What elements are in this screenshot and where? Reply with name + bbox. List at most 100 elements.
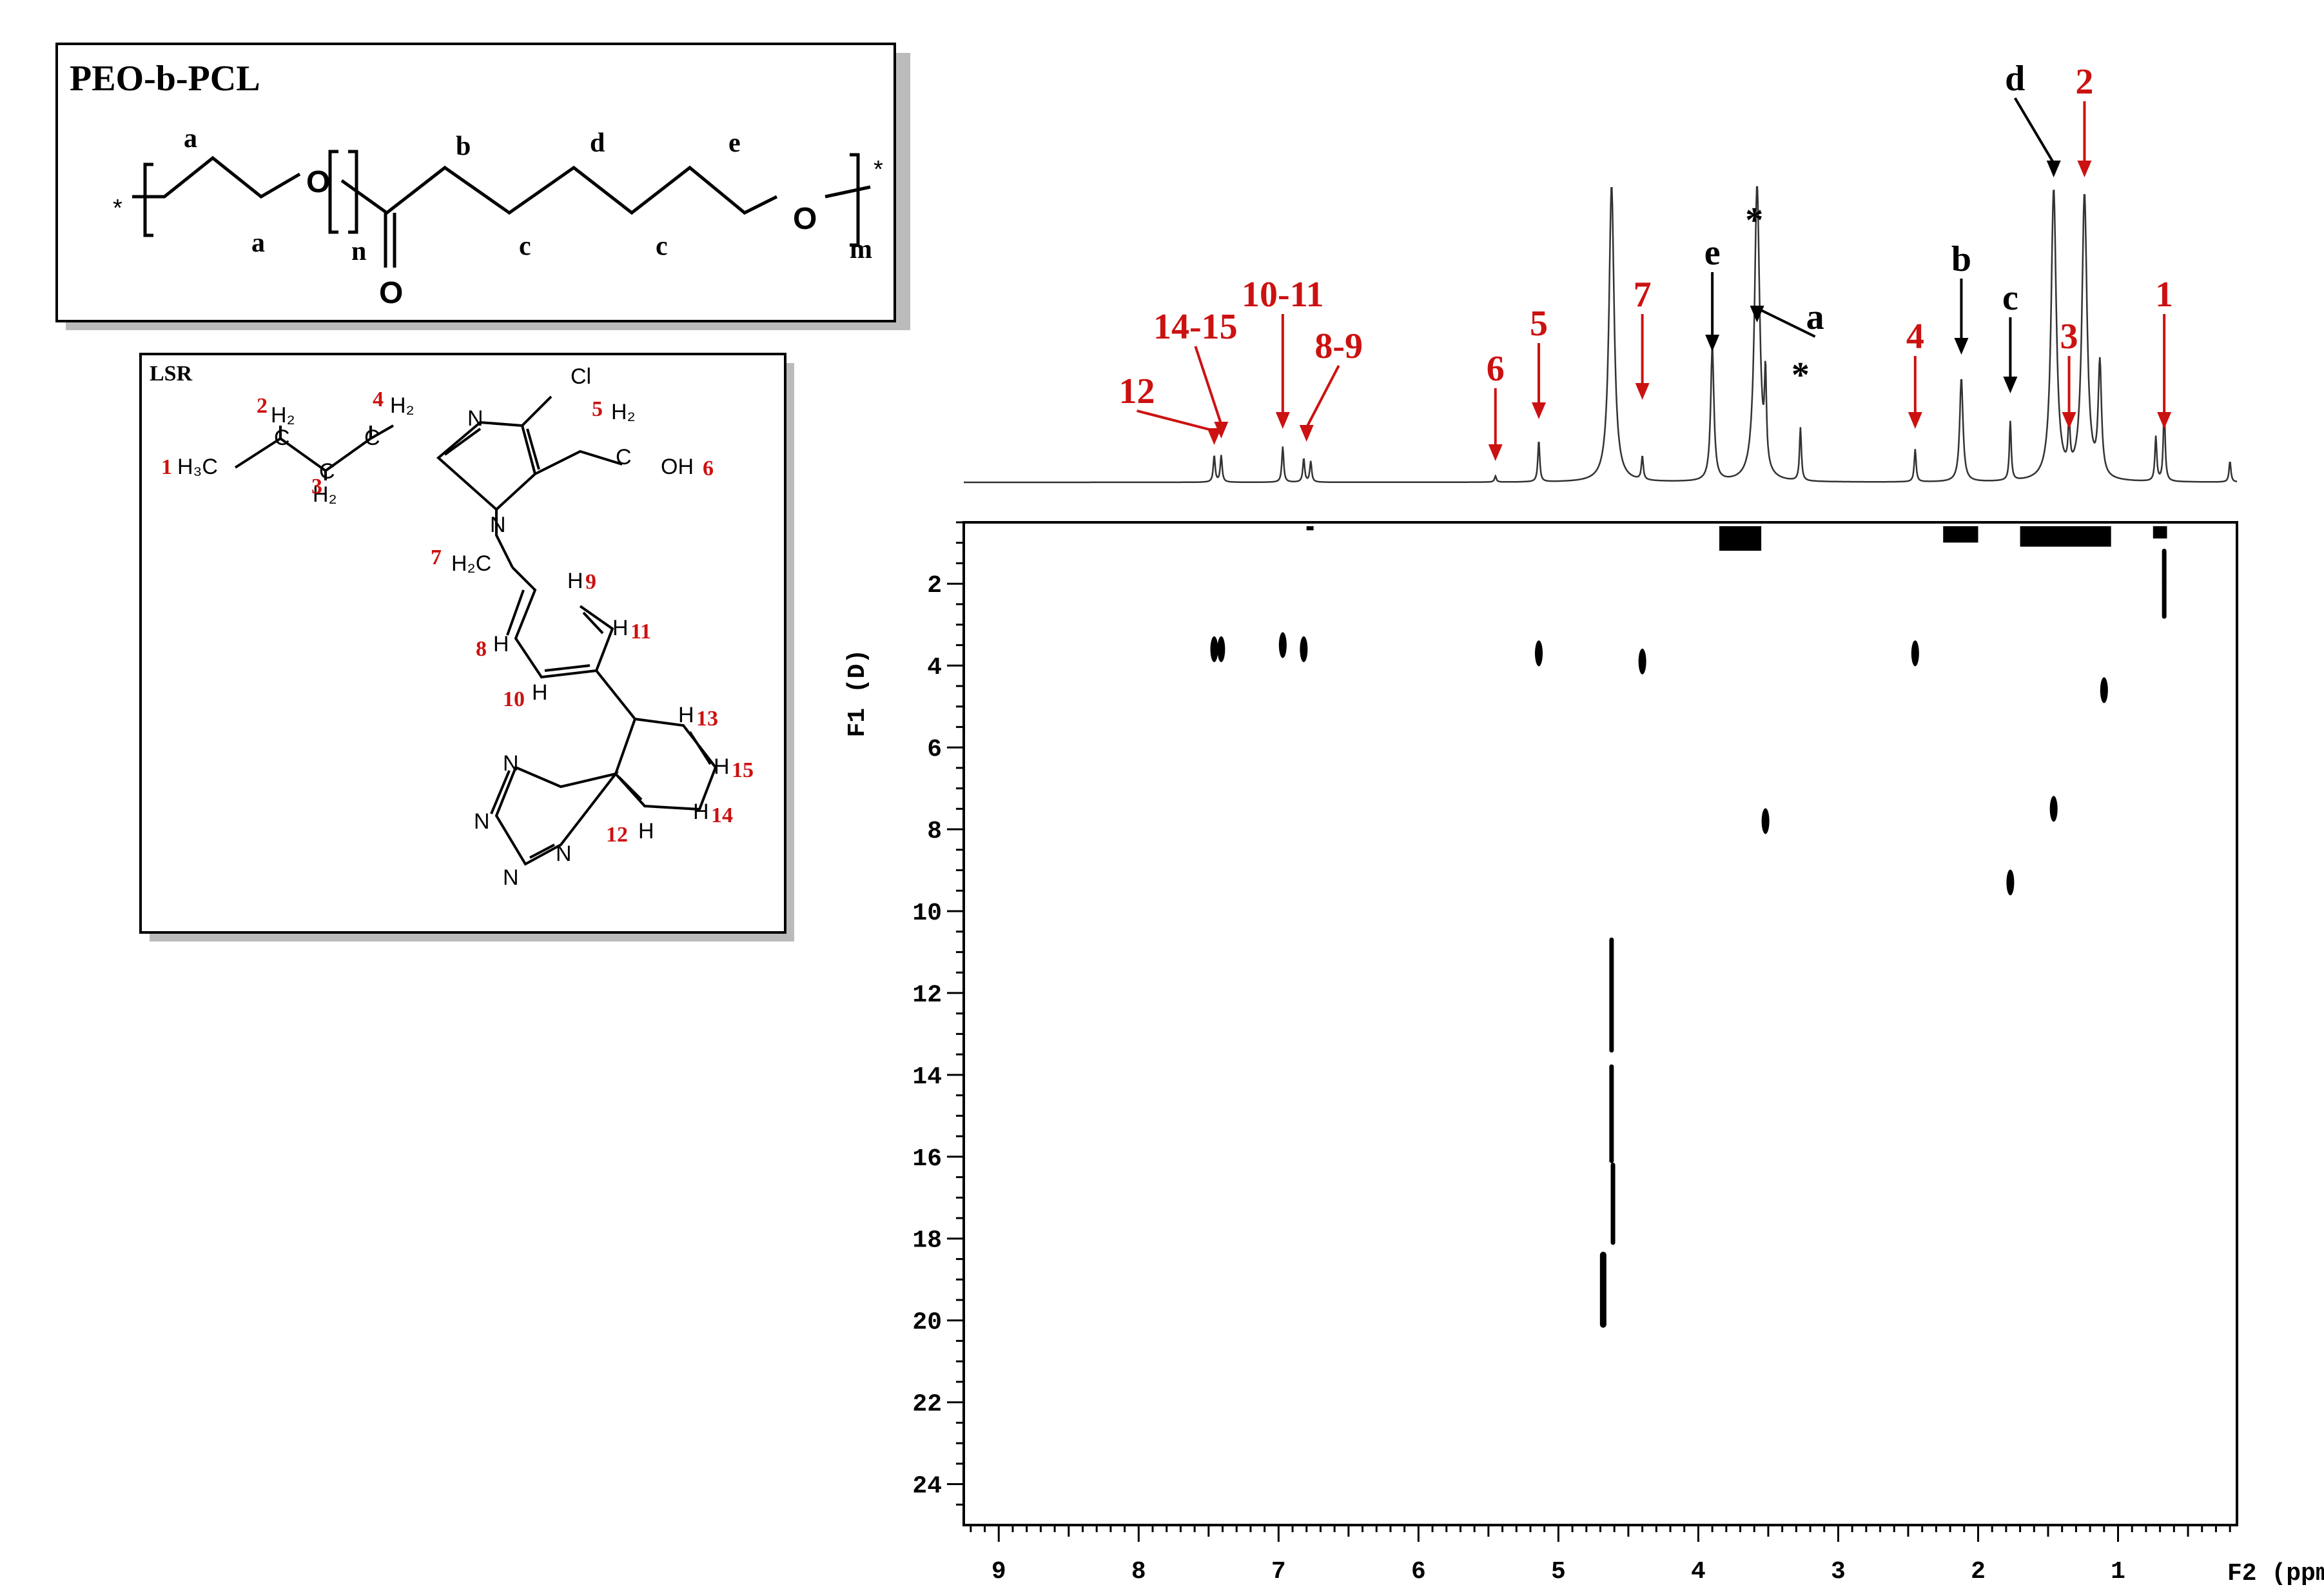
lsr-atom-h2c-7: H₂C [451,551,491,576]
x-tick-label: 2 [1971,1558,1986,1586]
lsr-atom-cl: Cl [571,364,591,389]
y-tick-label: 24 [912,1473,942,1501]
lsr-number-14: 14 [711,803,733,827]
peo-title: PEO-b-PCL [70,59,260,99]
cross-peak [1217,636,1225,662]
lsr-number-1: 1 [161,455,172,479]
lsr-atom-h2-3: H₂ [313,482,337,507]
cross-peak [1761,808,1770,834]
lsr-number-13: 13 [696,707,718,731]
artifact-cluster [1719,526,1762,551]
y-tick-label: 4 [927,654,942,682]
lsr-atom-h2-2: H₂ [271,403,295,428]
lsr-atom-n-imine: N [467,406,483,431]
lsr-atom-oh: OH [661,455,694,479]
y-tick-label: 6 [927,736,942,764]
lsr-atom-h15: H [714,754,730,779]
lsr-peak-3-arrowhead [2062,412,2076,429]
x-tick-label: 6 [1411,1558,1426,1586]
peo-star-left: * [113,195,122,222]
cross-peak [2049,796,2058,822]
artifact-cluster [2020,526,2111,547]
lsr-peak-2-label: 2 [2075,62,2093,102]
peo-oxygen-2: O [793,202,817,236]
lsr-peak-7-label: 7 [1634,275,1652,315]
artifact-cluster [2153,526,2167,539]
peo-peak-a-label: a [1806,297,1824,337]
peo-peak-d-arrow [2013,97,2055,164]
lsr-structure-panel: LSR H₃C H₂ H₂ H₂ [139,353,794,941]
lsr-peak-12-arrowhead [1207,428,1222,445]
lsr-number-6: 6 [703,457,714,480]
lsr-number-11: 11 [630,620,651,644]
lsr-peak-10-11-label: 10-11 [1242,275,1324,315]
lsr-atom-h14: H [693,800,709,824]
peo-label-d: d [590,128,605,158]
lsr-atom-h3c: H₃C [177,455,218,479]
lsr-peak-14-15-label: 14-15 [1153,307,1238,347]
lsr-peak-3-label: 3 [2060,317,2078,357]
x-tick-label: 8 [1131,1558,1146,1586]
y-tick-label: 14 [912,1063,942,1091]
cross-peak [1638,648,1646,675]
y-tick-label: 16 [912,1145,942,1173]
lsr-number-5: 5 [592,397,603,421]
peo-peak-c-arrowhead [2003,377,2018,393]
peo-peak-b-arrowhead [1954,338,1969,355]
lsr-atom-h2-4: H₂ [390,393,415,418]
y-tick-label: 12 [912,981,942,1009]
lsr-title: LSR [150,362,193,386]
lsr-peak-4-arrowhead [1908,412,1922,429]
y-tick-label: 22 [912,1391,942,1419]
spectrum-1d-trace [964,186,2238,484]
peo-peak-e-label: e [1704,233,1721,273]
lsr-number-7: 7 [431,546,442,569]
lsr-number-10: 10 [503,687,525,711]
lsr-number-15: 15 [732,758,754,782]
lsr-peak-5-arrowhead [1532,402,1547,419]
peo-star-right: * [874,156,883,183]
lsr-peak-12-label: 12 [1118,371,1155,411]
lsr-atom-tetrazole-n1: N [503,751,519,776]
peo-peak-c-label: c [2002,278,2018,318]
x-tick-label: 1 [2111,1558,2125,1586]
x-tick-label: 7 [1271,1558,1286,1586]
lsr-atom-c3: C [319,459,335,484]
lsr-peak-12-arrow [1136,409,1215,432]
cross-peak [2100,677,2108,704]
peo-label-b: b [456,132,471,161]
peo-oxygen-1: O [306,165,330,199]
x-tick-label: 5 [1551,1558,1566,1586]
lsr-atom-h11: H [612,616,629,640]
x-tick-label: 3 [1831,1558,1846,1586]
peo-label-a-top: a [184,124,197,153]
artifact-cluster [1306,526,1314,531]
peo-peak-e-arrowhead [1705,335,1720,351]
cross-peak [1535,640,1543,667]
lsr-peak-10-11-arrowhead [1275,412,1290,429]
lsr-atom-tetrazole-n4: N [556,842,572,866]
lsr-atom-c4: C [364,426,380,450]
y-tick-label: 10 [912,900,942,927]
lsr-atom-h9: H [567,569,583,593]
x-tick-label: 4 [1691,1558,1706,1586]
peo-skeleton [132,150,871,268]
x-axis-label: F2 (ppm) [2227,1560,2324,1588]
y-tick-label: 18 [912,1227,942,1255]
lsr-peak-2-arrowhead [2077,161,2092,177]
plot-frame [962,521,2238,1526]
peo-peak-d-arrowhead [2046,161,2061,177]
lsr-atom-h13: H [678,703,694,727]
peo-oxygen-carbonyl: O [379,276,403,310]
lsr-peak-1-arrowhead [2157,412,2172,429]
cross-peak [1210,636,1218,662]
lsr-number-4: 4 [373,388,384,411]
cross-peak [1278,632,1287,658]
peo-structure-panel: PEO-b-PCL * * O O O a a b c d c e n m [55,43,910,330]
peo-peak-a-arrowhead [1750,306,1764,322]
peo-peak-d-label: d [2005,59,2025,99]
lsr-peak-6-arrowhead [1488,444,1503,461]
peo-label-e: e [728,128,741,158]
